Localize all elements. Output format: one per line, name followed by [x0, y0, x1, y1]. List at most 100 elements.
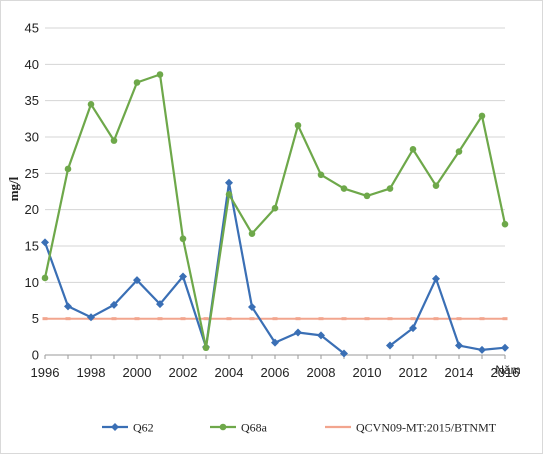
data-point [317, 171, 325, 179]
data-point [318, 317, 324, 321]
legend-item: Q68a [210, 421, 268, 435]
data-point [179, 235, 187, 243]
legend: Q62 Q68a QCVN09-MT:2015/BTNMT [102, 421, 497, 435]
data-point [409, 324, 417, 333]
y-tick-label: 25 [25, 166, 39, 181]
legend-label: Q62 [133, 421, 154, 435]
data-point [340, 349, 348, 358]
legend-marker [219, 423, 227, 431]
data-point [501, 343, 509, 352]
data-point [226, 317, 232, 321]
legend-item: QCVN09-MT:2015/BTNMT [325, 421, 497, 435]
y-tick-label: 20 [25, 202, 39, 217]
data-point [272, 317, 278, 321]
x-tick-label: 2014 [445, 365, 474, 380]
data-point [110, 300, 118, 309]
data-point [248, 230, 256, 237]
data-point [41, 238, 49, 247]
data-point [432, 182, 440, 189]
y-tick-label: 0 [32, 348, 39, 363]
data-point [249, 317, 255, 321]
legend-item: Q62 [102, 421, 154, 435]
series-qcvn09-mt-2015-btnmt [42, 317, 508, 321]
x-tick-label: 2016 [491, 365, 520, 380]
data-point [317, 331, 325, 340]
data-point [157, 317, 163, 321]
series-q62 [41, 178, 509, 358]
data-point [386, 185, 394, 192]
data-point [271, 204, 279, 212]
data-point [409, 146, 417, 153]
data-point [179, 272, 187, 281]
data-point [41, 274, 49, 282]
legend-label: Q68a [241, 421, 268, 435]
x-tick-label: 2000 [123, 365, 152, 380]
y-tick-label: 35 [25, 93, 39, 108]
data-point [65, 317, 71, 321]
data-point [456, 317, 462, 321]
data-point [294, 328, 302, 337]
x-axis-ticks: 1996 1998 2000 2002 2004 2006 2008 2010 2012 2014… [31, 355, 520, 380]
data-point [410, 317, 416, 321]
data-point [180, 317, 186, 321]
y-tick-label: 45 [25, 21, 39, 36]
data-point [294, 122, 302, 129]
x-tick-label: 2008 [307, 365, 336, 380]
data-point [478, 112, 486, 120]
y-axis-label: mg/l [6, 176, 21, 201]
data-point [455, 341, 463, 350]
y-tick-label: 5 [32, 311, 39, 326]
data-point [387, 317, 393, 321]
data-point [455, 148, 463, 155]
series-line [43, 181, 345, 355]
data-point [42, 317, 48, 321]
y-tick-label: 40 [25, 57, 39, 72]
data-point [134, 317, 140, 321]
data-point [202, 344, 210, 352]
y-axis-ticks: 0 5 10 15 20 25 30 35 40 45 [25, 21, 39, 363]
x-tick-label: 2004 [215, 365, 244, 380]
data-point [87, 313, 95, 322]
data-point [133, 276, 141, 285]
series-layer [41, 71, 509, 358]
y-tick-label: 10 [25, 275, 39, 290]
data-point [340, 185, 348, 192]
x-tick-label: 2012 [399, 365, 428, 380]
series-q68a [41, 71, 509, 352]
data-point [110, 137, 118, 144]
x-axis-label: Năm [495, 363, 520, 377]
x-tick-label: 1996 [31, 365, 60, 380]
data-point [432, 274, 440, 283]
data-point [203, 317, 209, 321]
data-point [133, 79, 141, 86]
y-tick-label: 30 [25, 130, 39, 145]
data-point [364, 317, 370, 321]
legend-marker [111, 423, 119, 431]
x-tick-label: 2010 [353, 365, 382, 380]
data-point [479, 317, 485, 321]
data-point [341, 317, 347, 321]
grid-lines [45, 27, 505, 320]
data-point [478, 345, 486, 354]
x-tick-label: 2006 [261, 365, 290, 380]
legend-label: QCVN09-MT:2015/BTNMT [356, 421, 497, 435]
data-point [156, 300, 164, 309]
data-point [248, 303, 256, 312]
data-point [502, 317, 508, 321]
data-point [111, 317, 117, 321]
data-point [271, 338, 279, 347]
data-point [363, 192, 371, 200]
data-point [295, 317, 301, 321]
data-point [156, 71, 164, 78]
data-point [87, 101, 95, 108]
series-line [389, 277, 506, 351]
x-tick-label: 2002 [169, 365, 198, 380]
data-point [501, 220, 509, 228]
data-point [225, 191, 233, 198]
data-point [225, 178, 233, 187]
data-point [386, 341, 394, 350]
data-point [433, 317, 439, 321]
data-point [64, 165, 72, 173]
